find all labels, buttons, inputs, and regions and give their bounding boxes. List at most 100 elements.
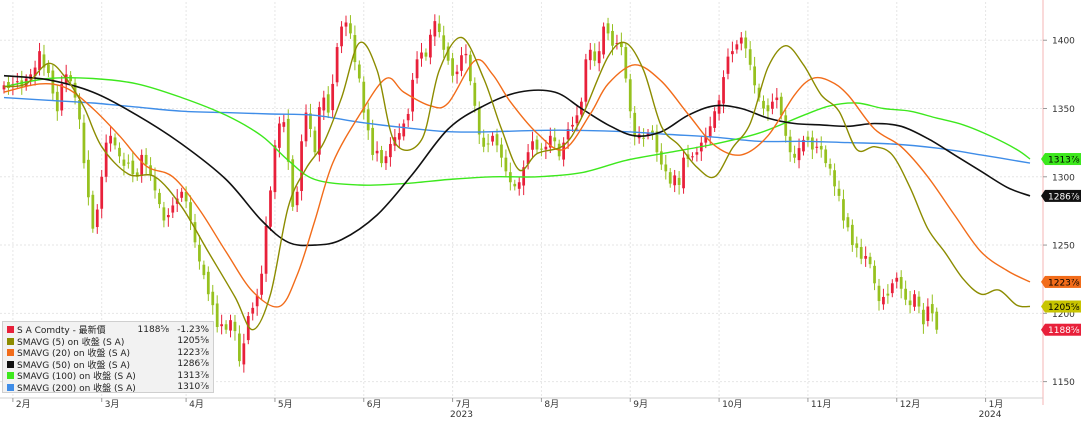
- candle-body: [771, 101, 774, 109]
- legend-swatch: [7, 360, 14, 368]
- candle: [659, 143, 663, 170]
- candle: [739, 32, 743, 51]
- candle: [619, 32, 623, 56]
- candle: [562, 137, 566, 167]
- candle: [246, 311, 250, 345]
- ma-line-3: [3, 76, 1031, 186]
- candle: [930, 294, 934, 322]
- candle: [437, 15, 441, 38]
- candle-body: [766, 105, 770, 112]
- candle: [322, 90, 326, 120]
- candle-body: [366, 109, 370, 131]
- ma-line-0: [3, 36, 1031, 331]
- candle: [553, 127, 557, 150]
- price-tag: 1205⅝: [1041, 300, 1081, 313]
- candle: [704, 127, 708, 149]
- candle-body: [349, 23, 352, 34]
- candle-body: [868, 256, 872, 265]
- candle: [415, 51, 419, 84]
- candle: [584, 53, 588, 109]
- candle: [446, 42, 450, 65]
- candle: [784, 109, 788, 143]
- candle: [819, 136, 823, 158]
- candle-body: [468, 54, 472, 82]
- candle: [588, 42, 592, 70]
- candle: [735, 40, 739, 54]
- candle-body: [55, 91, 59, 112]
- candle-body: [895, 277, 899, 282]
- candle: [300, 134, 303, 201]
- price-tag: 1286⅞: [1041, 189, 1081, 202]
- candle: [353, 25, 357, 71]
- candle-body: [135, 172, 139, 177]
- candle-body: [113, 137, 117, 146]
- candle: [593, 43, 597, 67]
- candle: [926, 298, 930, 327]
- candle-body: [153, 177, 157, 191]
- candle-body: [7, 82, 10, 89]
- candle-body: [673, 175, 677, 186]
- candle-body: [353, 35, 357, 63]
- legend-series-value: 1310⅞: [177, 382, 209, 393]
- candle-body: [824, 149, 828, 164]
- candle: [126, 154, 130, 169]
- candle: [655, 124, 659, 162]
- candle-body: [495, 134, 499, 146]
- candle: [793, 145, 796, 164]
- candle: [131, 151, 135, 183]
- candle-body: [930, 304, 934, 314]
- candle: [491, 131, 494, 146]
- candle-body: [229, 320, 232, 331]
- candle: [95, 204, 99, 234]
- candle-body: [535, 139, 539, 150]
- legend-row: SMAVG (20) on 收盤 (S A) 1223⅞: [7, 347, 209, 359]
- candle: [753, 56, 757, 94]
- candle: [420, 42, 423, 67]
- legend-series-name: SMAVG (5) on 收盤 (S A): [17, 337, 125, 347]
- candle-body: [60, 83, 64, 111]
- candle-body: [238, 333, 241, 362]
- candle-body: [242, 343, 246, 365]
- candle: [886, 284, 890, 304]
- candle-body: [882, 296, 885, 305]
- candle: [677, 171, 681, 195]
- candle-body: [837, 188, 841, 196]
- candle: [357, 60, 361, 83]
- candle: [913, 290, 916, 311]
- candle: [859, 238, 863, 265]
- candle-body: [922, 309, 925, 325]
- candle: [815, 138, 819, 154]
- legend-row: SMAVG (50) on 收盤 (S A) 1286⅞: [7, 359, 209, 370]
- candle-body: [442, 35, 446, 50]
- candle: [171, 197, 175, 219]
- candle-body: [606, 23, 610, 34]
- candle-body: [833, 170, 836, 187]
- candle: [424, 48, 428, 61]
- candle-body: [513, 183, 517, 187]
- candle-body: [326, 94, 330, 113]
- candle-body: [144, 154, 148, 165]
- candle-body: [402, 123, 406, 137]
- candle-body: [277, 123, 281, 148]
- candle-body: [291, 159, 295, 207]
- legend-swatch: [7, 372, 14, 380]
- candle: [917, 291, 921, 314]
- candle: [531, 131, 534, 158]
- candle: [455, 64, 459, 84]
- x-tick-label: 3月: [105, 399, 120, 410]
- candle: [673, 169, 677, 193]
- candle-body: [304, 112, 308, 142]
- candle-body: [126, 162, 130, 164]
- candle: [535, 135, 539, 154]
- candle-body: [806, 136, 810, 140]
- candle: [153, 167, 157, 199]
- candle: [895, 272, 899, 289]
- candle-body: [233, 321, 237, 332]
- candle: [158, 188, 161, 209]
- candle: [691, 152, 694, 161]
- candle-body: [717, 100, 721, 114]
- candle: [184, 186, 188, 209]
- legend-series-name: SMAVG (50) on 收盤 (S A): [17, 360, 131, 370]
- candle-body: [566, 128, 570, 140]
- candle: [522, 160, 526, 196]
